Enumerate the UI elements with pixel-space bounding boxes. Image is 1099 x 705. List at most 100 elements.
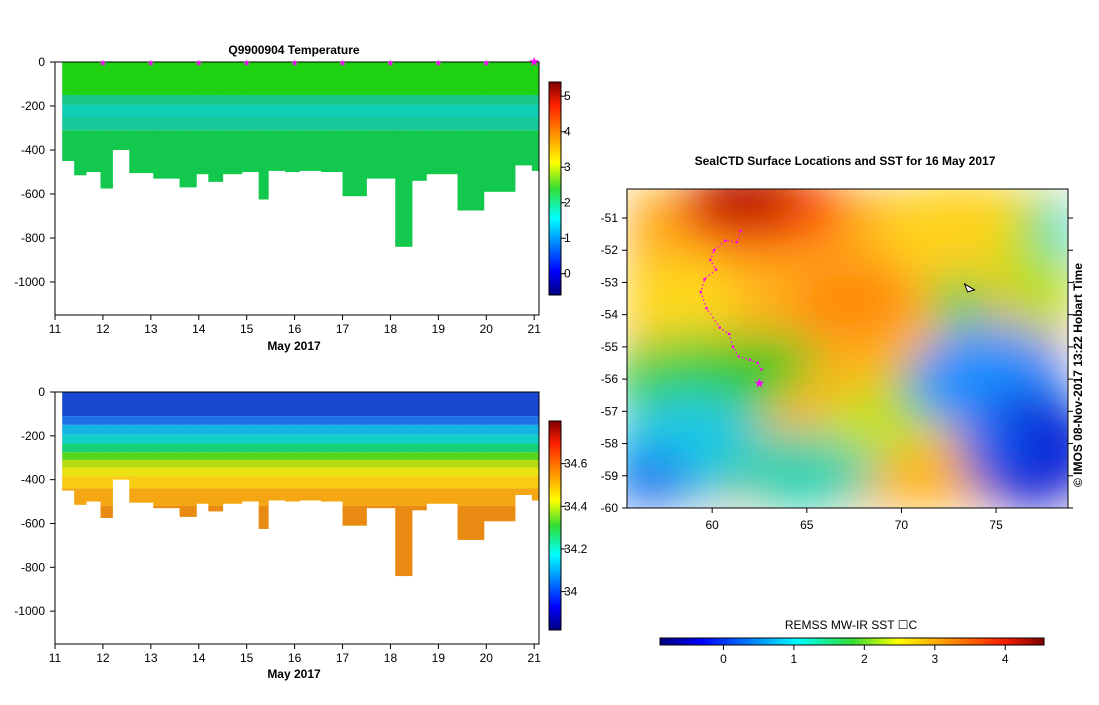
temp-cell bbox=[412, 117, 427, 131]
map-colorbar-tick-label: 4 bbox=[1002, 652, 1009, 666]
temp-cell bbox=[457, 95, 485, 105]
sal-cell bbox=[412, 434, 427, 444]
temp-cell bbox=[222, 62, 243, 95]
temp-cell bbox=[531, 104, 540, 117]
sal-cell bbox=[483, 459, 516, 468]
sal-cell bbox=[62, 434, 75, 444]
sal-cell bbox=[483, 424, 516, 435]
salinity-section-panel: 11 12 13 14 15 16 17 18 19 20 21 0 -200 -400 -600 -800… bbox=[14, 385, 587, 681]
temperature-y-axis: 0 -200 -400 -600 -800 -1000 bbox=[14, 55, 55, 289]
temp-cell bbox=[222, 95, 243, 105]
salinity-y-axis: 0 -200 -400 -600 -800 -1000 bbox=[14, 385, 55, 618]
seal-track-point bbox=[718, 326, 722, 329]
sal-cell bbox=[342, 467, 367, 477]
sal-cell bbox=[483, 392, 516, 417]
sal-cell bbox=[196, 392, 209, 417]
temp-colorbar-tick-label: 2 bbox=[564, 196, 571, 210]
temp-cell bbox=[299, 104, 322, 117]
sal-cell bbox=[531, 416, 540, 425]
sal-cell bbox=[112, 443, 130, 453]
sal-cell bbox=[208, 434, 224, 444]
temp-cell bbox=[457, 104, 485, 117]
sal-cell bbox=[366, 488, 396, 506]
sal-cell bbox=[412, 416, 427, 425]
sal-cell bbox=[531, 424, 540, 435]
sal-cell bbox=[258, 434, 269, 444]
salinity-plot-area bbox=[62, 392, 540, 577]
sal-cell bbox=[395, 392, 413, 417]
sal-cell bbox=[222, 476, 243, 489]
map-colorbar-label: REMSS MW-IR SST ☐C bbox=[785, 618, 918, 632]
sal-cell bbox=[395, 424, 413, 435]
seal-track-point bbox=[735, 240, 739, 244]
temp-cell bbox=[179, 130, 197, 188]
sal-cell bbox=[74, 434, 87, 444]
sal-cell bbox=[208, 476, 224, 489]
sal-cell bbox=[74, 459, 87, 468]
temp-x-tick-label: 16 bbox=[288, 322, 302, 336]
sal-cell bbox=[299, 476, 322, 489]
temp-cell bbox=[100, 104, 113, 117]
temp-cell bbox=[241, 117, 260, 131]
sal-cell bbox=[258, 443, 269, 453]
temp-cell bbox=[531, 130, 540, 171]
sal-cell bbox=[196, 488, 209, 504]
sal-cell bbox=[153, 452, 180, 460]
sal-cell bbox=[426, 424, 458, 435]
temp-cell bbox=[86, 117, 101, 131]
temp-x-tick-label: 19 bbox=[432, 322, 446, 336]
sal-x-tick-label: 13 bbox=[144, 651, 158, 665]
sal-cell bbox=[62, 459, 75, 468]
temp-cell bbox=[129, 130, 154, 174]
temp-cell bbox=[258, 104, 269, 117]
temp-cell bbox=[74, 62, 87, 95]
sal-cell bbox=[153, 459, 180, 468]
temp-cell bbox=[153, 117, 180, 131]
sal-cell bbox=[342, 452, 367, 460]
temp-cell bbox=[483, 104, 516, 117]
sal-cell bbox=[531, 452, 540, 460]
sal-cell bbox=[299, 434, 322, 444]
temp-cell bbox=[320, 62, 343, 95]
seal-track-point bbox=[712, 248, 716, 252]
sal-cell bbox=[112, 434, 130, 444]
sal-cell bbox=[241, 443, 260, 453]
sal-cell bbox=[366, 416, 396, 425]
temp-cell bbox=[483, 117, 516, 131]
sal-cell bbox=[366, 392, 396, 417]
temp-cell bbox=[258, 130, 269, 200]
other-seal-marker bbox=[963, 282, 976, 293]
temperature-plot-area bbox=[62, 62, 540, 247]
sal-cell bbox=[62, 488, 75, 491]
sal-cell bbox=[515, 416, 533, 425]
map-x-tick-label: 60 bbox=[705, 518, 719, 532]
sal-cell bbox=[426, 452, 458, 460]
temp-colorbar-tick-label: 5 bbox=[564, 89, 571, 103]
sal-cell bbox=[395, 416, 413, 425]
temp-cell bbox=[153, 62, 180, 95]
sal-cell bbox=[531, 476, 540, 489]
temp-cell bbox=[74, 104, 87, 117]
sal-y-tick-label: -200 bbox=[21, 429, 45, 443]
sal-cell bbox=[395, 443, 413, 453]
temp-cell bbox=[241, 62, 260, 95]
salinity-colorbar-ticks: 34 34.2 34.4 34.6 bbox=[561, 457, 588, 599]
sal-cell bbox=[285, 467, 300, 477]
sal-cell bbox=[222, 424, 243, 435]
profile-marker: ★ bbox=[195, 58, 203, 68]
sal-cell bbox=[320, 476, 343, 489]
sal-cell bbox=[342, 392, 367, 417]
sal-cell bbox=[457, 488, 485, 506]
temp-cell bbox=[100, 95, 113, 105]
seal-track-point bbox=[699, 290, 703, 294]
sal-cell bbox=[241, 459, 260, 468]
temp-cell bbox=[100, 130, 113, 189]
temp-cell bbox=[196, 62, 209, 95]
sal-cell bbox=[196, 424, 209, 435]
sal-cell bbox=[412, 452, 427, 460]
sal-cell bbox=[62, 476, 75, 489]
map-colorbar-tick-label: 2 bbox=[861, 652, 868, 666]
temp-cell bbox=[258, 62, 269, 95]
sal-cell bbox=[366, 434, 396, 444]
